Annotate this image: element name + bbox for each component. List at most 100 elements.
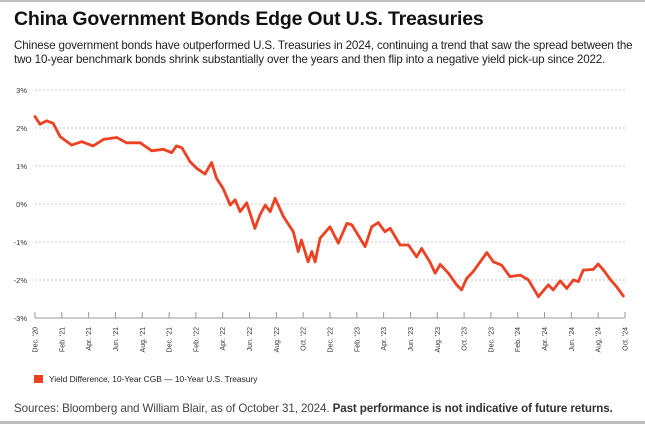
data-point bbox=[210, 161, 213, 164]
x-tick-label: Apr. '22 bbox=[220, 327, 227, 351]
y-tick-label: -1% bbox=[14, 238, 28, 247]
data-point bbox=[180, 146, 184, 150]
data-point bbox=[407, 243, 410, 247]
x-tick-label: Oct. '24 bbox=[623, 327, 630, 351]
data-point bbox=[492, 260, 495, 264]
data-point bbox=[508, 275, 512, 278]
data-point bbox=[150, 149, 154, 153]
data-point bbox=[253, 227, 257, 230]
data-point bbox=[485, 251, 489, 254]
x-tick-label: Aug. '21 bbox=[140, 327, 147, 353]
data-point bbox=[125, 141, 128, 145]
chart-subtitle: Chinese government bonds have outperform… bbox=[14, 39, 633, 66]
data-point bbox=[238, 210, 242, 213]
x-tick-label: Feb. '21 bbox=[59, 327, 66, 352]
data-point bbox=[398, 243, 402, 247]
x-tick-label: Feb. '23 bbox=[354, 327, 361, 352]
chart-title: China Government Bonds Edge Out U.S. Tre… bbox=[14, 8, 484, 30]
x-tick-label: Apr. '21 bbox=[86, 327, 93, 351]
x-tick-label: Dec. '20 bbox=[33, 327, 40, 353]
data-point bbox=[221, 187, 225, 190]
data-point bbox=[596, 262, 600, 266]
data-point bbox=[282, 215, 285, 218]
x-tick-label: Jun. '22 bbox=[247, 327, 254, 351]
data-point bbox=[245, 201, 248, 205]
source-note: Sources: Bloomberg and William Blair, as… bbox=[14, 402, 613, 415]
data-point bbox=[433, 271, 437, 275]
top-border bbox=[0, 0, 645, 2]
disclaimer-text: Past performance is not indicative of fu… bbox=[332, 402, 613, 415]
x-tick-label: Oct. '22 bbox=[301, 327, 308, 351]
data-point bbox=[465, 277, 468, 280]
y-tick-label: -3% bbox=[14, 314, 28, 323]
data-point bbox=[51, 122, 55, 125]
data-point bbox=[328, 225, 332, 229]
data-point bbox=[91, 144, 95, 148]
data-point bbox=[577, 280, 580, 283]
data-point bbox=[45, 119, 48, 123]
data-point bbox=[310, 250, 314, 253]
data-point bbox=[188, 160, 192, 164]
data-point bbox=[263, 203, 267, 207]
x-tick-label: Dec. '21 bbox=[167, 327, 174, 353]
yield-difference-line bbox=[33, 115, 625, 299]
legend: Yield Difference, 10-Year CGB — 10-Year … bbox=[34, 374, 257, 384]
data-point bbox=[460, 288, 463, 292]
x-tick-label: Apr. '23 bbox=[381, 327, 388, 351]
legend-label: Yield Difference, 10-Year CGB — 10-Year … bbox=[49, 374, 258, 384]
data-point bbox=[313, 260, 317, 264]
x-tick-label: Aug. '23 bbox=[435, 327, 442, 353]
sources-text: Sources: Bloomberg and William Blair, as… bbox=[14, 402, 330, 415]
x-tick-label: Aug. '22 bbox=[274, 327, 281, 353]
data-point bbox=[291, 230, 295, 234]
data-point bbox=[306, 260, 310, 264]
data-point bbox=[215, 176, 218, 180]
data-point bbox=[558, 279, 562, 283]
x-tick-label: Aug. '24 bbox=[596, 327, 603, 353]
y-tick-label: 3% bbox=[16, 86, 27, 95]
data-point bbox=[572, 278, 575, 282]
data-point bbox=[370, 225, 373, 229]
data-point bbox=[195, 166, 199, 170]
data-point bbox=[383, 230, 387, 234]
data-point bbox=[546, 283, 550, 287]
data-point bbox=[420, 247, 423, 250]
data-point bbox=[170, 151, 173, 154]
data-point bbox=[296, 250, 300, 253]
data-point bbox=[428, 260, 432, 264]
data-point bbox=[336, 241, 340, 245]
data-point bbox=[233, 198, 237, 202]
data-point bbox=[608, 277, 612, 281]
data-point bbox=[602, 268, 605, 272]
data-point bbox=[622, 294, 625, 298]
x-tick-label: Dec. '22 bbox=[328, 327, 335, 353]
data-point bbox=[38, 122, 42, 126]
data-point bbox=[203, 172, 207, 176]
data-point bbox=[258, 213, 262, 217]
legend-swatch bbox=[34, 375, 43, 383]
data-point bbox=[102, 138, 105, 141]
x-tick-label: Feb. '24 bbox=[515, 327, 522, 352]
x-tick-label: Apr. '24 bbox=[542, 327, 549, 351]
x-tick-label: Oct. '23 bbox=[462, 327, 469, 351]
data-point bbox=[175, 144, 178, 148]
x-tick-label: Dec. '23 bbox=[488, 327, 495, 353]
bottom-border bbox=[0, 421, 645, 424]
data-point bbox=[376, 221, 380, 224]
x-tick-label: Jun. '23 bbox=[408, 327, 415, 351]
data-point bbox=[591, 268, 595, 271]
x-tick-label: Jun. '21 bbox=[113, 327, 120, 351]
data-point bbox=[415, 255, 418, 259]
data-point bbox=[363, 245, 367, 248]
data-point bbox=[455, 283, 458, 287]
y-tick-label: -2% bbox=[14, 276, 28, 285]
data-point bbox=[300, 238, 303, 242]
y-tick-label: 2% bbox=[16, 124, 27, 133]
data-point bbox=[80, 140, 83, 143]
data-point bbox=[138, 141, 142, 145]
data-point bbox=[551, 288, 555, 292]
data-point bbox=[537, 295, 540, 299]
data-point bbox=[345, 222, 349, 225]
data-point bbox=[350, 223, 354, 227]
data-point bbox=[58, 135, 62, 139]
